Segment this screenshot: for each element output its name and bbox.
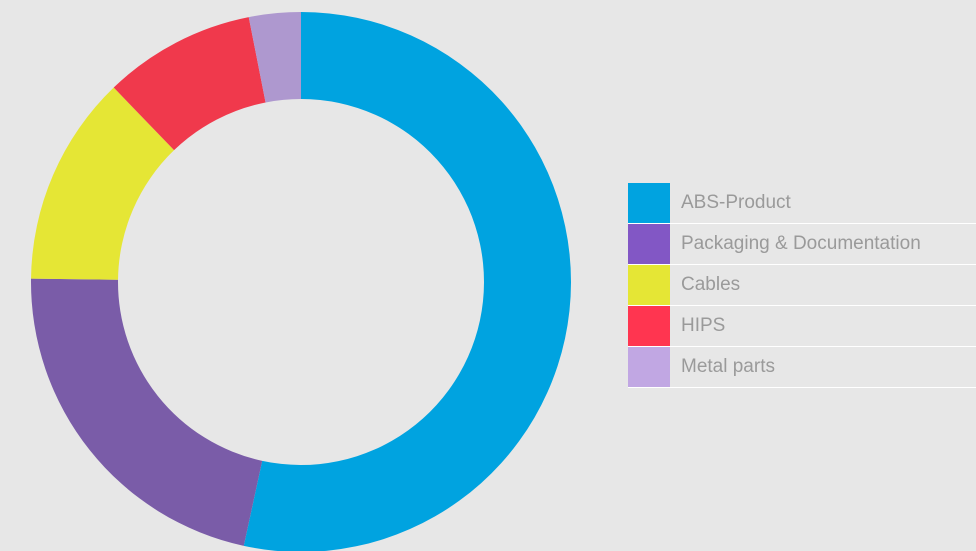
legend-label: Packaging & Documentation bbox=[681, 233, 921, 254]
legend-label: Cables bbox=[681, 274, 741, 295]
donut-chart bbox=[31, 12, 571, 551]
donut-slice-cables bbox=[31, 87, 175, 280]
legend-swatch bbox=[628, 306, 670, 346]
legend-swatch bbox=[628, 347, 670, 387]
legend-swatch bbox=[628, 224, 670, 264]
donut-slice-metal-parts bbox=[248, 12, 301, 103]
legend-swatch bbox=[628, 265, 670, 305]
legend-label: ABS-Product bbox=[681, 192, 791, 213]
legend-label: Metal parts bbox=[681, 356, 775, 377]
donut-slice-abs-product bbox=[243, 12, 571, 551]
donut-slice-packaging-documentation bbox=[31, 278, 263, 546]
donut-slice-hips bbox=[113, 17, 266, 151]
legend-label: HIPS bbox=[681, 315, 726, 336]
legend: ABS-Product Packaging & Documentation Cabl… bbox=[628, 183, 976, 388]
legend-item: Cables bbox=[628, 265, 976, 306]
legend-item: Packaging & Documentation bbox=[628, 224, 976, 265]
legend-item: ABS-Product bbox=[628, 183, 976, 224]
legend-item: Metal parts bbox=[628, 347, 976, 388]
legend-swatch bbox=[628, 183, 670, 223]
legend-item: HIPS bbox=[628, 306, 976, 347]
